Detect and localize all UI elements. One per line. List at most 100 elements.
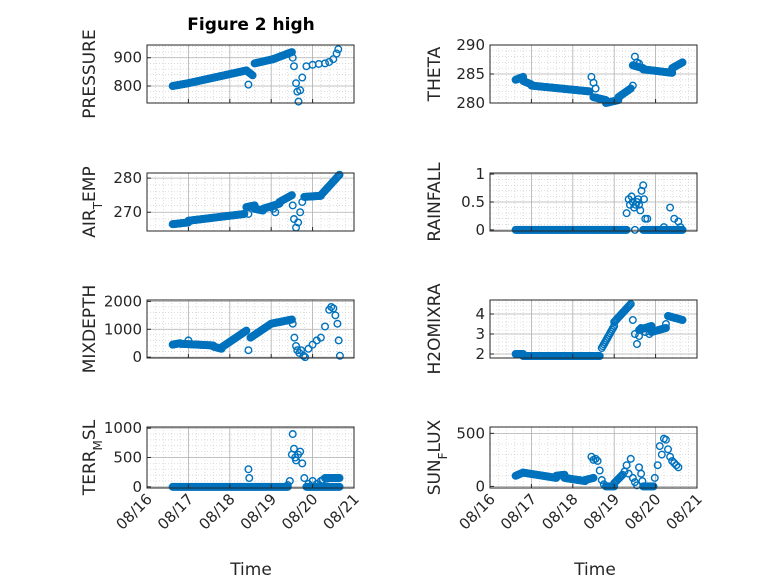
- data-point: [296, 208, 305, 217]
- data-point: [624, 302, 633, 311]
- data-point: [638, 477, 647, 486]
- data-point: [650, 473, 659, 482]
- data-point: [184, 336, 193, 345]
- data-point: [649, 482, 658, 491]
- data-point: [304, 344, 313, 353]
- data-point: [298, 459, 307, 468]
- data-point: [299, 351, 308, 360]
- data-point: [622, 461, 631, 470]
- data-point: [628, 473, 637, 482]
- y-tick-label: 1000: [104, 419, 142, 437]
- data-point: [288, 201, 297, 210]
- data-point: [678, 316, 687, 325]
- data-point: [591, 454, 600, 463]
- data-point: [300, 474, 309, 483]
- data-point: [635, 332, 644, 341]
- data-point: [334, 336, 343, 345]
- data-point: [585, 87, 594, 96]
- data-point: [308, 340, 317, 349]
- y-tick-label: 3: [475, 325, 485, 343]
- data-point: [664, 445, 673, 454]
- data-point: [296, 86, 305, 95]
- data-point: [289, 444, 298, 453]
- x-tick-label: 08/16: [456, 490, 499, 533]
- y-tick-label: 500: [456, 424, 485, 442]
- data-point: [628, 81, 637, 90]
- data-point: [287, 315, 296, 324]
- data-point: [625, 301, 634, 310]
- data-point: [323, 474, 332, 483]
- data-point: [244, 209, 253, 218]
- x-tick-label: 08/17: [497, 490, 540, 533]
- data-point: [661, 320, 670, 329]
- x-tick-label: 08/18: [538, 490, 581, 533]
- data-point: [290, 333, 299, 342]
- y-tick-label: 2000: [104, 292, 142, 310]
- data-point: [331, 311, 340, 320]
- data-point: [622, 209, 631, 218]
- data-point: [627, 192, 636, 201]
- data-point: [668, 456, 677, 465]
- data-point: [335, 351, 344, 360]
- data-point: [595, 352, 604, 361]
- data-point: [335, 170, 344, 179]
- axes-box: [146, 44, 355, 104]
- y-tick-label: 0.5: [461, 193, 485, 211]
- data-point: [296, 447, 305, 456]
- y-tick-label: 0: [475, 221, 485, 239]
- data-point: [333, 319, 342, 328]
- axes-box: [146, 172, 355, 232]
- y-tick-label: 2: [475, 345, 485, 363]
- x-tick-label: 08/21: [320, 490, 363, 533]
- data-point: [666, 452, 675, 461]
- y-tick-label: 290: [456, 36, 485, 54]
- axes-box: [489, 426, 698, 489]
- data-point: [333, 172, 342, 181]
- data-point: [634, 195, 643, 204]
- data-point: [240, 209, 249, 218]
- x-axis-label-right: Time: [573, 560, 616, 580]
- y-axis-label: TERRMSL: [80, 419, 105, 496]
- y-axis-label: PRESSURE: [80, 29, 100, 118]
- data-point: [626, 300, 635, 309]
- data-point: [645, 330, 654, 339]
- data-point: [661, 435, 670, 444]
- y-tick-label: 1000: [104, 320, 142, 338]
- data-point: [653, 461, 662, 470]
- data-point: [641, 328, 650, 337]
- data-point: [635, 200, 644, 209]
- x-tick-label: 08/18: [195, 490, 238, 533]
- x-tick-label: 08/19: [580, 490, 623, 533]
- y-tick-label: 800: [113, 77, 142, 95]
- data-point: [637, 324, 646, 333]
- y-axis-label: RAINFALL: [425, 162, 445, 242]
- data-point: [616, 472, 625, 481]
- data-point: [329, 304, 338, 313]
- x-tick-label: 08/17: [154, 490, 197, 533]
- data-point: [301, 353, 310, 362]
- data-point: [287, 48, 296, 57]
- y-tick-label: 0: [132, 348, 142, 366]
- data-point: [628, 316, 637, 325]
- data-point: [626, 454, 635, 463]
- data-point: [288, 319, 297, 328]
- subplot-h2omixra: 2 3 4 H2OMIXRA: [425, 283, 698, 375]
- data-point: [298, 197, 307, 206]
- y-axis-label: MIXDEPTH: [80, 285, 100, 374]
- data-point: [244, 465, 253, 474]
- subplot-pressure: 800 900 PRESSURE: [80, 29, 355, 119]
- x-tick-label: 08/19: [237, 490, 280, 533]
- data-point: [271, 208, 280, 217]
- data-point: [335, 482, 344, 491]
- data-point: [245, 474, 254, 483]
- y-tick-label: 900: [113, 49, 142, 67]
- x-tick-label: 08/21: [663, 490, 706, 533]
- data-point: [244, 346, 253, 355]
- data-point: [651, 225, 660, 234]
- figure-title: Figure 2 high: [187, 15, 315, 35]
- data-point: [666, 203, 675, 212]
- y-tick-label: 285: [456, 65, 485, 83]
- data-point: [639, 181, 648, 190]
- data-point: [672, 461, 681, 470]
